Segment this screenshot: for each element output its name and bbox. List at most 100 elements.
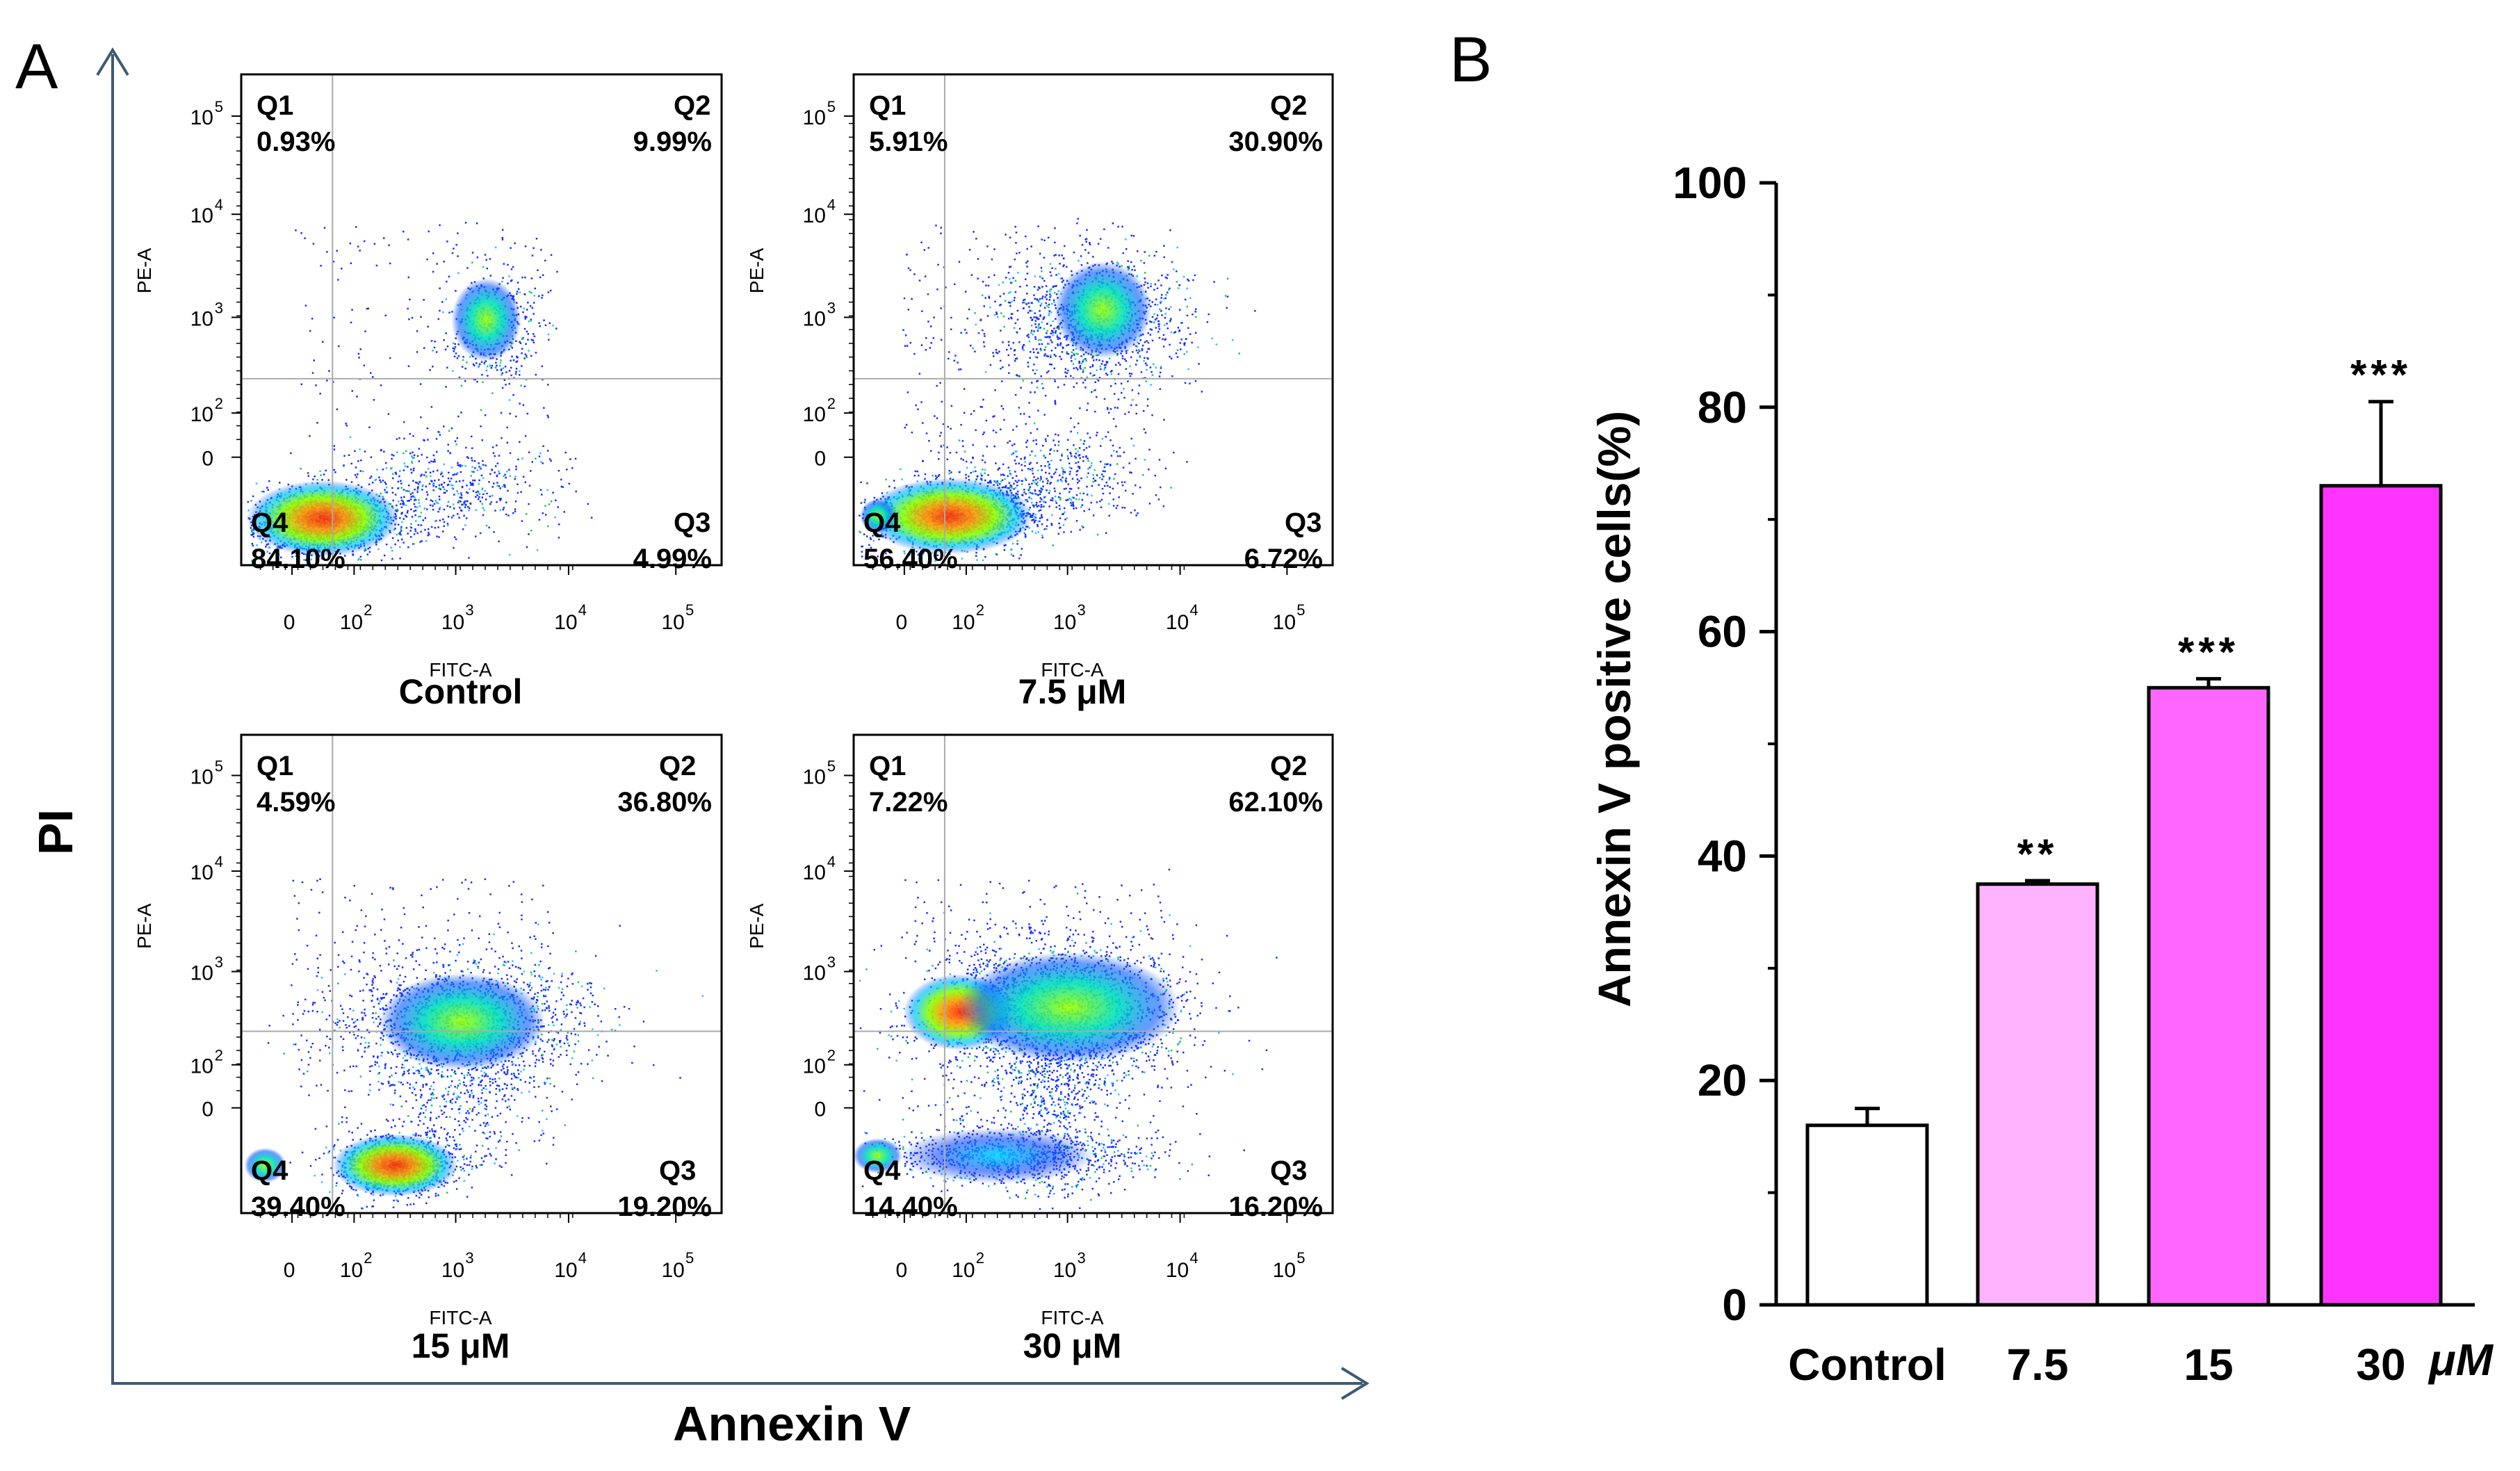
scatter-point [464,503,467,505]
scatter-point [1063,488,1066,490]
scatter-point [296,558,299,560]
scatter-point [1156,304,1159,306]
scatter-point [414,496,416,499]
scatter-point [403,502,405,505]
scatter-point [403,489,405,491]
scatter-point [984,461,986,464]
scatter-point [447,450,449,452]
scatter-point [494,246,497,249]
scatter-point [397,480,400,483]
scatter-point [1050,332,1052,334]
scatter-point [493,482,495,485]
scatter-point [428,533,430,536]
scatter-point [1082,443,1085,445]
scatter-point [1016,539,1018,542]
scatter-point [1066,455,1069,457]
scatter-point [1059,459,1062,462]
scatter-point [1023,489,1025,491]
scatter-point [1067,369,1069,372]
scatter-point [418,448,421,450]
scatter-point [1077,450,1079,453]
scatter-point [1105,481,1107,484]
scatter-point [970,344,972,347]
scatter-point [574,457,577,460]
scatter-point [333,469,335,471]
scatter-point [1033,521,1036,523]
scatter-point [1014,279,1017,282]
scatter-point [443,521,446,523]
scatter-point [1032,473,1034,475]
scatter-point [1117,361,1120,364]
scatter-point [464,465,466,467]
scatter-point [498,472,501,475]
scatter-point [1046,482,1048,485]
scatter-point [449,452,452,455]
scatter-point [997,482,1000,484]
scatter-point [1051,302,1053,305]
scatter-point [1018,462,1021,464]
panel-a-y-arrowhead [96,47,129,76]
scatter-point [515,465,517,468]
scatter-point [407,485,410,487]
scatter-point [1029,486,1032,488]
scatter-point [1130,512,1132,514]
scatter-point [252,533,254,536]
scatter-point [1007,475,1009,478]
scatter-point [505,501,507,503]
scatter-point [409,536,412,538]
scatter-point [443,488,446,490]
scatter-point [1047,461,1049,463]
scatter-point [482,514,485,517]
scatter-point [1075,453,1078,455]
scatter-point [1025,441,1027,444]
scatter-point [444,491,446,494]
scatter-point [1048,312,1050,314]
x-tick-label: 10 [554,611,577,634]
scatter-point [1057,441,1060,443]
scatter-point [405,450,407,453]
scatter-point [418,481,421,483]
scatter-point [425,476,428,478]
scatter-point [432,505,434,507]
scatter-point [511,355,513,358]
scatter-point [491,392,494,394]
scatter-point [1072,501,1074,504]
scatter-point [530,292,533,294]
scatter-point [359,559,362,561]
scatter-point [384,481,386,484]
scatter-point [502,277,504,279]
scatter-point [1014,354,1016,356]
scatter-point [368,551,371,553]
scatter-point [357,245,359,247]
scatter-point [1100,498,1103,501]
scatter-point [1123,507,1126,509]
scatter-point [861,551,863,553]
scatter-point [424,517,427,519]
scatter-point [403,230,405,233]
scatter-point [511,347,513,349]
scatter-point [1080,362,1083,365]
scatter-point [418,516,420,518]
scatter-point [1136,359,1138,361]
scatter-point [514,500,517,503]
scatter-point [549,289,552,292]
scatter-point [514,373,517,375]
y-tick-exponent: 3 [215,299,223,316]
scatter-point [1151,316,1154,318]
scatter-point [420,530,422,533]
scatter-point [1144,362,1147,364]
scatter-point [483,509,486,512]
scatter-point [413,510,415,512]
scatter-point [1128,373,1131,375]
scatter-point [988,297,991,299]
scatter-point [1116,450,1118,453]
scatter-point [514,510,517,512]
scatter-point [396,510,399,512]
scatter-point [1015,462,1017,465]
scatter-point [966,466,968,469]
scatter-point [538,455,541,457]
scatter-point [1041,302,1043,305]
scatter-point [469,503,472,505]
scatter-point [473,364,475,367]
scatter-point [1089,437,1091,439]
